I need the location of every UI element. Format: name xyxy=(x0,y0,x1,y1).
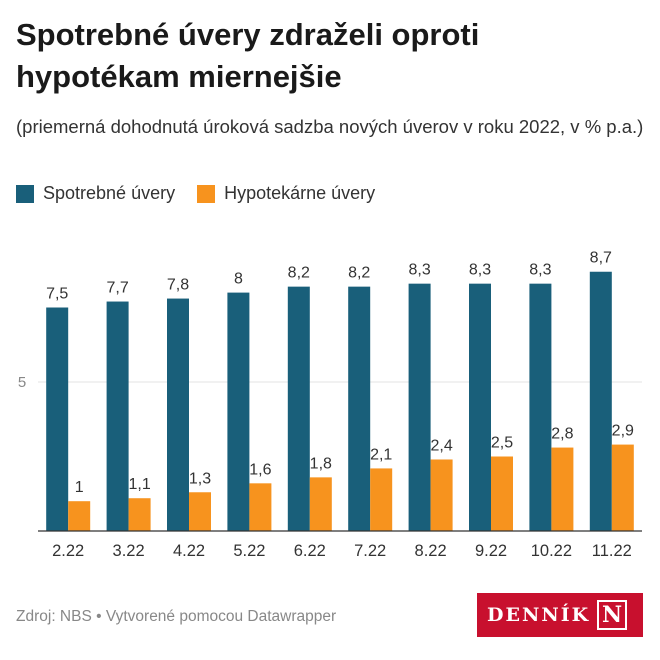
x-tick-label-9.22: 9.22 xyxy=(475,542,507,560)
data-label-consumer-4.22: 7,8 xyxy=(167,277,189,294)
data-label-consumer-11.22: 8,7 xyxy=(590,250,612,267)
data-label-mortgage-2.22: 1 xyxy=(75,479,84,496)
bar-mortgage-11.22 xyxy=(611,444,634,531)
data-label-consumer-8.22: 8,3 xyxy=(408,262,430,279)
legend-label-consumer: Spotrebné úvery xyxy=(43,183,176,203)
x-tick-label-7.22: 7.22 xyxy=(354,542,386,560)
legend: Spotrebné úvery Hypotekárne úvery xyxy=(16,183,397,204)
bar-consumer-7.22 xyxy=(348,286,371,531)
data-label-mortgage-3.22: 1,1 xyxy=(128,476,150,493)
x-tick-label-3.22: 3.22 xyxy=(113,542,145,560)
bar-mortgage-3.22 xyxy=(128,498,151,531)
data-label-mortgage-8.22: 2,4 xyxy=(430,437,452,454)
bar-consumer-6.22 xyxy=(287,286,310,531)
bar-consumer-8.22 xyxy=(408,283,431,531)
bar-consumer-9.22 xyxy=(469,283,491,531)
x-tick-label-10.22: 10.22 xyxy=(531,542,572,560)
x-tick-label-5.22: 5.22 xyxy=(233,542,265,560)
bar-mortgage-9.22 xyxy=(491,456,513,531)
legend-item-consumer: Spotrebné úvery xyxy=(16,183,175,204)
bar-consumer-2.22 xyxy=(46,307,69,531)
bar-consumer-4.22 xyxy=(167,298,189,531)
bar-mortgage-2.22 xyxy=(68,501,91,531)
data-label-mortgage-11.22: 2,9 xyxy=(612,423,634,440)
bar-mortgage-6.22 xyxy=(309,477,332,531)
x-tick-label-2.22: 2.22 xyxy=(52,542,84,560)
bar-consumer-5.22 xyxy=(227,292,250,531)
data-label-mortgage-5.22: 1,6 xyxy=(249,461,271,478)
data-label-mortgage-4.22: 1,3 xyxy=(189,470,211,487)
bar-mortgage-10.22 xyxy=(551,447,574,531)
bar-consumer-3.22 xyxy=(106,301,129,531)
x-tick-label-8.22: 8.22 xyxy=(415,542,447,560)
bar-mortgage-8.22 xyxy=(430,459,453,531)
chart-title: Spotrebné úvery zdraželi oproti hypotéka… xyxy=(16,17,480,94)
data-label-consumer-5.22: 8 xyxy=(234,271,243,288)
data-label-consumer-9.22: 8,3 xyxy=(469,262,491,279)
legend-swatch-consumer xyxy=(16,184,34,203)
data-label-consumer-3.22: 7,7 xyxy=(106,280,128,297)
bar-consumer-11.22 xyxy=(589,271,612,531)
data-label-consumer-10.22: 8,3 xyxy=(529,262,551,279)
x-tick-label-4.22: 4.22 xyxy=(173,542,205,560)
legend-label-mortgage: Hypotekárne úvery xyxy=(224,183,376,203)
bar-mortgage-5.22 xyxy=(249,483,272,531)
dennik-n-logo[interactable]: DENNÍK N xyxy=(477,593,643,637)
bar-mortgage-4.22 xyxy=(189,492,211,531)
data-label-consumer-7.22: 8,2 xyxy=(348,265,370,282)
x-tick-label-11.22: 11.22 xyxy=(592,542,632,560)
y-tick-label: 5 xyxy=(18,374,26,391)
logo-text: DENNÍK xyxy=(487,604,591,626)
legend-item-mortgage: Hypotekárne úvery xyxy=(197,183,375,204)
source-note: Zdroj: NBS • Vytvorené pomocou Datawrapp… xyxy=(16,608,337,625)
data-label-consumer-2.22: 7,5 xyxy=(46,286,68,303)
data-label-mortgage-6.22: 1,8 xyxy=(310,455,332,472)
bar-consumer-10.22 xyxy=(529,283,552,531)
data-label-mortgage-7.22: 2,1 xyxy=(370,446,392,463)
legend-swatch-mortgage xyxy=(197,184,216,203)
data-label-mortgage-9.22: 2,5 xyxy=(491,435,513,452)
bar-mortgage-7.22 xyxy=(370,468,393,531)
logo-n-mark: N xyxy=(597,600,628,630)
data-label-mortgage-10.22: 2,8 xyxy=(551,426,573,443)
x-tick-label-6.22: 6.22 xyxy=(294,542,326,560)
data-label-consumer-6.22: 8,2 xyxy=(288,265,310,282)
chart-subtitle: (priemerná dohodnutá úroková sadzba nový… xyxy=(16,116,644,137)
